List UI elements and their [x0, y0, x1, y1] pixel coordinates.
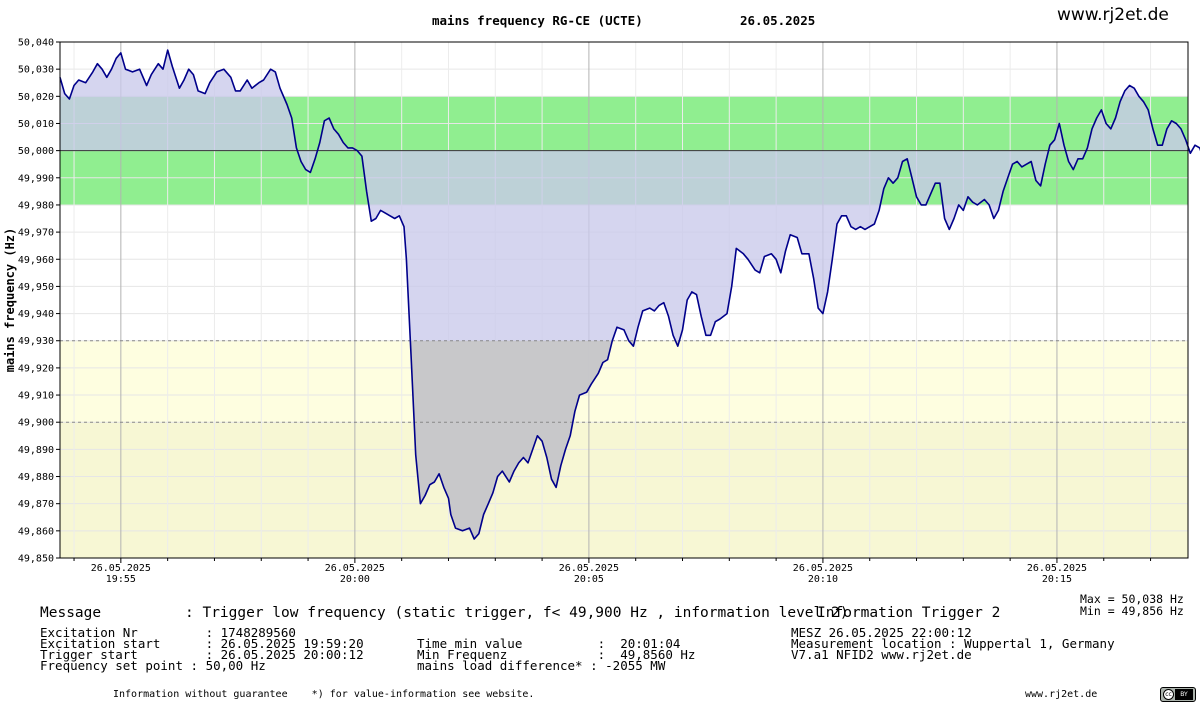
y-tick-label: 49,970 — [18, 228, 54, 239]
tolerance-band — [60, 422, 1188, 558]
area-below-threshold — [410, 340, 680, 539]
chart-title: mains frequency RG-CE (UCTE) — [432, 13, 643, 28]
chart-date: 26.05.2025 — [740, 13, 816, 28]
y-tick-label: 49,860 — [18, 526, 54, 537]
detail-trigger-start: Trigger start : 26.05.2025 20:00:12 — [40, 647, 364, 662]
detail-location: Measurement location : Wuppertal 1, Germ… — [791, 636, 1115, 651]
y-tick-label: 50,020 — [18, 92, 54, 103]
x-tick-time: 20:05 — [574, 574, 604, 585]
tolerance-bands — [60, 96, 1188, 558]
cc-icon: cc — [1163, 689, 1174, 700]
detail-excitation-nr: Excitation Nr : 1748289560 — [40, 625, 296, 640]
y-tick-label: 49,950 — [18, 282, 54, 293]
x-tick-date: 26.05.2025 — [793, 563, 853, 574]
footer-site[interactable]: www.rj2et.de — [1025, 689, 1098, 700]
frequency-series — [59, 49, 1200, 540]
x-tick-time: 20:15 — [1042, 574, 1072, 585]
message-text: : Trigger low frequency (static trigger,… — [185, 605, 849, 621]
reference-lines — [60, 150, 1188, 423]
y-axis-label: mains frequency (Hz) — [3, 228, 17, 373]
y-tick-label: 49,980 — [18, 200, 54, 211]
max-value: Max = 50,038 Hz — [1080, 592, 1184, 606]
y-tick-label: 49,930 — [18, 336, 54, 347]
footer-disclaimer: Information without guarantee *) for val… — [113, 689, 535, 700]
y-tick-label: 50,010 — [18, 119, 54, 130]
y-tick-label: 50,030 — [18, 65, 54, 76]
x-axis-ticks: 26.05.202519:5526.05.202520:0026.05.2025… — [73, 558, 1152, 585]
y-tick-label: 50,040 — [18, 38, 54, 49]
y-tick-label: 49,940 — [18, 309, 54, 320]
y-axis-ticks: 50,040 50,030 50,020 50,010 50,000 49,990 49,9… — [18, 38, 60, 565]
tolerance-band — [60, 340, 1188, 423]
by-icon: BY — [1175, 689, 1193, 700]
x-tick-time: 19:55 — [106, 574, 136, 585]
y-tick-label: 49,870 — [18, 499, 54, 510]
detail-version: V7.a1 NFID2 www.rj2et.de — [791, 647, 972, 662]
x-tick-date: 26.05.2025 — [91, 563, 151, 574]
trigger-title: Information Trigger 2 — [817, 605, 1001, 621]
x-tick-time: 20:10 — [808, 574, 838, 585]
x-tick-date: 26.05.2025 — [559, 563, 619, 574]
y-tick-label: 49,960 — [18, 255, 54, 266]
area-above-setpoint — [60, 50, 1188, 151]
plot-frame — [59, 41, 1189, 559]
y-tick-label: 50,000 — [18, 146, 54, 157]
y-tick-label: 49,850 — [18, 554, 54, 565]
detail-min-frequency: Min Frequenz : 49,8560 Hz — [417, 647, 696, 662]
detail-time-min-value: Time min value : 20:01:04 — [417, 636, 681, 651]
message-label: Message — [40, 605, 102, 621]
y-tick-label: 49,900 — [18, 418, 54, 429]
detail-frequency-set-point: Frequency set point : 50,00 Hz — [40, 658, 266, 673]
x-tick-date: 26.05.2025 — [325, 563, 385, 574]
license-badge[interactable]: cc BY — [1160, 687, 1196, 702]
x-tick-date: 26.05.2025 — [1027, 563, 1087, 574]
frequency-line — [59, 49, 1200, 540]
site-link[interactable]: www.rj2et.de — [1057, 5, 1169, 25]
y-tick-label: 49,890 — [18, 445, 54, 456]
y-tick-label: 49,920 — [18, 363, 54, 374]
detail-excitation-start: Excitation start : 26.05.2025 19:59:20 — [40, 636, 364, 651]
min-value: Min = 49,856 Hz — [1080, 604, 1184, 618]
y-tick-label: 49,990 — [18, 173, 54, 184]
y-tick-label: 49,880 — [18, 472, 54, 483]
detail-load-difference: mains load difference* : -2055 MW — [417, 658, 666, 673]
x-tick-time: 20:00 — [340, 574, 370, 585]
y-tick-label: 49,910 — [18, 391, 54, 402]
detail-timestamp: MESZ 26.05.2025 22:00:12 — [791, 625, 972, 640]
deviation-areas — [60, 50, 1188, 539]
